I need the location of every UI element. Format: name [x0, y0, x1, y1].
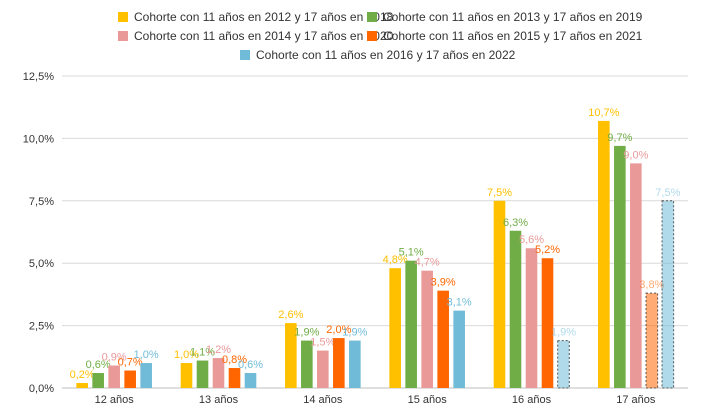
data-label: 6,3%	[503, 217, 528, 229]
data-label: 1,0%	[134, 349, 159, 361]
legend-swatch	[118, 31, 128, 41]
data-label: 1,5%	[310, 337, 335, 349]
data-label: 2,6%	[278, 309, 303, 321]
data-label: 0,6%	[86, 359, 111, 371]
legend-swatch	[367, 31, 377, 41]
y-tick-label: 10,0%	[23, 133, 54, 145]
x-tick-label: 17 años	[616, 394, 656, 406]
bar	[212, 358, 225, 388]
bar	[196, 360, 209, 388]
bar	[421, 270, 433, 388]
legend-label: Cohorte con 11 años en 2016 y 17 años en…	[256, 48, 516, 62]
bar	[614, 145, 626, 388]
x-tick-label: 15 años	[408, 394, 448, 406]
data-label: 0,2%	[70, 369, 95, 381]
data-label: 2,0%	[326, 324, 351, 336]
bar	[509, 230, 522, 388]
legend-item-2012-2018: Cohorte con 11 años en 2012 y 17 años en…	[118, 10, 393, 24]
x-tick-label: 13 años	[199, 394, 239, 406]
data-label: 1,9%	[294, 327, 319, 339]
data-label: 5,1%	[399, 247, 424, 259]
bar	[405, 260, 417, 388]
x-tick-label: 12 años	[95, 394, 135, 406]
bar	[228, 368, 241, 388]
bar	[108, 365, 120, 388]
legend-item-2015-2021: Cohorte con 11 años en 2015 y 17 años en…	[367, 29, 642, 43]
bar	[389, 268, 401, 388]
legend-label: Cohorte con 11 años en 2015 y 17 años en…	[383, 29, 643, 43]
bar	[598, 120, 610, 388]
bar	[541, 258, 554, 388]
data-label: 0,7%	[118, 357, 143, 369]
data-label: 3,1%	[447, 297, 472, 309]
data-label: 0,9%	[102, 352, 127, 364]
data-label: 7,5%	[487, 187, 512, 199]
legend-swatch	[118, 12, 128, 22]
bar	[493, 200, 506, 388]
data-label: 4,7%	[415, 257, 440, 269]
bar	[557, 340, 570, 389]
bar	[301, 340, 313, 388]
data-label: 1,9%	[342, 327, 367, 339]
x-tick-label: 16 años	[512, 394, 552, 406]
data-label: 1,9%	[551, 327, 576, 339]
data-label: 5,2%	[535, 244, 560, 256]
data-label: 0,6%	[238, 359, 263, 371]
bar	[453, 310, 465, 388]
bar	[645, 292, 659, 389]
legend-item-2016-2022: Cohorte con 11 años en 2016 y 17 años en…	[240, 48, 515, 62]
y-tick-label: 12,5%	[23, 71, 54, 83]
bar	[124, 370, 136, 388]
bar	[525, 248, 538, 388]
bar	[317, 350, 329, 388]
legend-label: Cohorte con 11 años en 2014 y 17 años en…	[134, 29, 394, 43]
data-label: 9,7%	[607, 132, 632, 144]
legend-label: Cohorte con 11 años en 2012 y 17 años en…	[134, 10, 394, 24]
bar	[437, 290, 449, 388]
data-label: 3,8%	[639, 279, 664, 291]
bar	[661, 200, 675, 389]
y-tick-label: 5,0%	[29, 258, 54, 270]
y-tick-label: 0,0%	[29, 383, 54, 395]
data-label: 1,0%	[174, 349, 199, 361]
data-label: 9,0%	[623, 149, 648, 161]
bar	[76, 383, 88, 388]
bar	[333, 338, 345, 388]
legend: Cohorte con 11 años en 2012 y 17 años en…	[0, 10, 715, 67]
data-label: 5,6%	[519, 234, 544, 246]
data-label: 10,7%	[588, 107, 619, 119]
bar	[140, 363, 152, 388]
legend-swatch	[240, 50, 250, 60]
bar	[244, 373, 257, 388]
x-tick-label: 14 años	[303, 394, 343, 406]
data-label: 3,9%	[431, 277, 456, 289]
data-label: 1,2%	[206, 344, 231, 356]
bar	[349, 340, 361, 388]
bar	[180, 363, 193, 388]
bar	[630, 163, 642, 388]
y-tick-label: 7,5%	[29, 196, 54, 208]
bar	[285, 323, 297, 388]
legend-label: Cohorte con 11 años en 2013 y 17 años en…	[383, 10, 643, 24]
data-label: 1,1%	[190, 347, 215, 359]
bar	[92, 373, 104, 388]
y-tick-label: 2,5%	[29, 321, 54, 333]
data-label: 7,5%	[655, 187, 680, 199]
data-label: 4,8%	[383, 254, 408, 266]
legend-item-2013-2019: Cohorte con 11 años en 2013 y 17 años en…	[367, 10, 642, 24]
data-label: 0,8%	[222, 354, 247, 366]
legend-item-2014-2020: Cohorte con 11 años en 2014 y 17 años en…	[118, 29, 393, 43]
legend-swatch	[367, 12, 377, 22]
